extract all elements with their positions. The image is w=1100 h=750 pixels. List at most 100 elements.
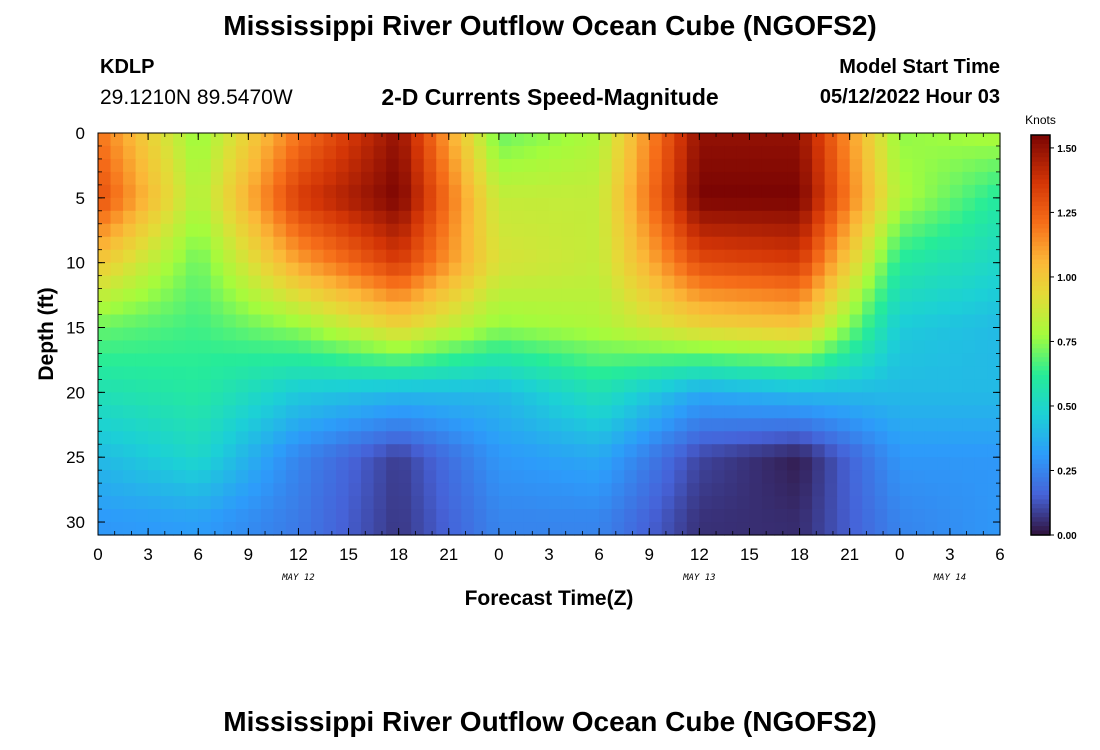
heatmap-cell	[498, 418, 513, 432]
heatmap-cell	[323, 301, 337, 316]
heatmap-cell	[636, 522, 650, 536]
heatmap-cell	[373, 145, 387, 160]
heatmap-cell	[962, 275, 976, 290]
heatmap-cell	[235, 275, 249, 290]
heatmap-cell	[724, 314, 738, 329]
heatmap-cell	[436, 314, 450, 329]
heatmap-cell	[674, 470, 688, 484]
heatmap-cell	[173, 288, 187, 303]
heatmap-cell	[423, 340, 437, 355]
heatmap-cell	[812, 496, 826, 510]
heatmap-cell	[787, 353, 801, 368]
heatmap-cell	[210, 431, 224, 445]
heatmap-cell	[649, 327, 663, 342]
heatmap-cell	[185, 184, 199, 199]
heatmap-cell	[674, 197, 688, 212]
heatmap-cell	[348, 249, 362, 264]
heatmap-cell	[386, 431, 400, 445]
heatmap-cell	[523, 379, 538, 393]
heatmap-cell	[761, 171, 776, 186]
heatmap-cell	[799, 340, 813, 355]
heatmap-cell	[160, 262, 174, 277]
colorbar-tick-label: 1.25	[1057, 208, 1077, 219]
heatmap-cell	[173, 184, 187, 199]
heatmap-cell	[574, 249, 588, 264]
heatmap-cell	[523, 470, 538, 484]
heatmap-cell	[160, 133, 174, 147]
heatmap-cell	[198, 275, 212, 290]
heatmap-cell	[674, 288, 688, 303]
heatmap-cell	[962, 496, 976, 510]
heatmap-cell	[536, 171, 550, 186]
heatmap-cell	[574, 522, 588, 536]
heatmap-cell	[599, 184, 613, 199]
heatmap-cell	[749, 431, 763, 445]
colorbar-swatch	[1031, 139, 1050, 145]
heatmap-cell	[135, 158, 149, 173]
heatmap-cell	[148, 158, 162, 173]
heatmap-cell	[561, 314, 575, 329]
heatmap-cell	[949, 509, 964, 523]
heatmap-cell	[461, 340, 475, 355]
heatmap-cell	[110, 133, 124, 147]
heatmap-cell	[937, 236, 951, 251]
heatmap-cell	[924, 379, 938, 393]
heatmap-cell	[837, 171, 851, 186]
heatmap-cell	[423, 366, 437, 380]
heatmap-cell	[599, 249, 613, 264]
heatmap-cell	[223, 496, 237, 510]
heatmap-cell	[636, 353, 650, 368]
heatmap-cell	[348, 301, 362, 316]
heatmap-cell	[586, 288, 600, 303]
heatmap-cell	[135, 288, 149, 303]
heatmap-cell	[523, 223, 538, 238]
heatmap-cell	[549, 301, 563, 316]
heatmap-cell	[699, 418, 713, 432]
heatmap-cell	[173, 392, 187, 406]
heatmap-cell	[248, 171, 262, 186]
heatmap-cell	[498, 210, 513, 225]
heatmap-cell	[711, 249, 725, 264]
heatmap-cell	[749, 275, 763, 290]
heatmap-cell	[599, 379, 613, 393]
colorbar-swatch	[1031, 437, 1050, 443]
heatmap-cell	[285, 392, 300, 406]
heatmap-cell	[586, 522, 600, 536]
heatmap-cell	[924, 509, 938, 523]
heatmap-cell	[310, 145, 325, 160]
heatmap-cell	[223, 418, 237, 432]
colorbar-swatch	[1031, 526, 1050, 532]
heatmap-cell	[812, 262, 826, 277]
heatmap-cell	[849, 340, 863, 355]
heatmap-cell	[724, 262, 738, 277]
heatmap-cell	[624, 392, 638, 406]
heatmap-cell	[611, 405, 625, 419]
heatmap-cell	[260, 314, 274, 329]
heatmap-cell	[373, 405, 387, 419]
heatmap-cell	[135, 509, 149, 523]
heatmap-cell	[674, 314, 688, 329]
heatmap-cell	[185, 210, 199, 225]
x-tick-label: 3	[945, 545, 954, 564]
heatmap-cell	[862, 366, 876, 380]
heatmap-cell	[511, 483, 525, 497]
heatmap-cell	[536, 509, 550, 523]
heatmap-cell	[173, 314, 187, 329]
heatmap-cell	[837, 470, 851, 484]
heatmap-cell	[862, 457, 876, 471]
heatmap-cell	[974, 392, 989, 406]
heatmap-cell	[874, 314, 888, 329]
heatmap-cell	[423, 288, 437, 303]
colorbar-swatch	[1031, 379, 1050, 385]
heatmap-cell	[899, 509, 913, 523]
heatmap-cell	[962, 379, 976, 393]
heatmap-cell	[123, 327, 137, 342]
colorbar-swatch	[1031, 348, 1050, 354]
heatmap-cell	[486, 522, 500, 536]
heatmap-cell	[812, 444, 826, 458]
heatmap-cell	[937, 158, 951, 173]
heatmap-cell	[899, 392, 913, 406]
heatmap-cell	[323, 496, 337, 510]
heatmap-cell	[198, 405, 212, 419]
heatmap-cell	[899, 249, 913, 264]
